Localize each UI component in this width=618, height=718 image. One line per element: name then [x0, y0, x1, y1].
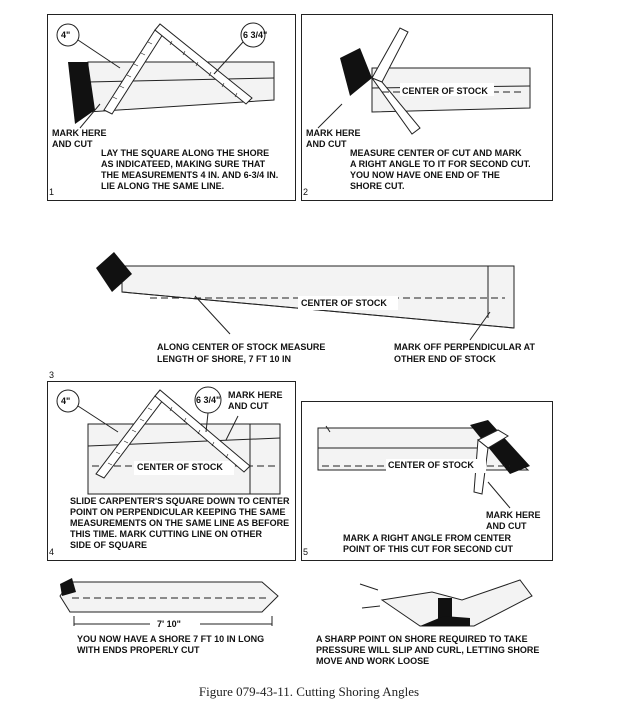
- finished-shore-end: [60, 578, 76, 596]
- panel-4-number: 4: [49, 547, 55, 557]
- panel-3-center-label: CENTER OF STOCK: [301, 298, 387, 308]
- panel-1-callout-4in-label: 4": [61, 30, 71, 40]
- finished-shore-art: [59, 578, 279, 626]
- panel-1-art: [56, 22, 275, 129]
- panel-3-measure-note-1: ALONG CENTER OF STOCK MEASURE: [157, 342, 326, 352]
- panel-2-instruction-2: A RIGHT ANGLE TO IT FOR SECOND CUT.: [350, 159, 531, 169]
- shore-length-dimension: 7' 10": [157, 619, 181, 629]
- panel-5-center-label: CENTER OF STOCK: [388, 460, 474, 470]
- panel-3-perp-note-1: MARK OFF PERPENDICULAR AT: [394, 342, 535, 352]
- panel-1-instruction-4: LIE ALONG THE SAME LINE.: [101, 181, 225, 191]
- panel-3-cut-end: [96, 252, 132, 292]
- panel-3-art: [96, 252, 515, 341]
- panel-1-instruction-2: AS INDICATEED, MAKING SURE THAT: [101, 159, 266, 169]
- panel-2-mark-label-1: MARK HERE: [306, 128, 361, 138]
- panel-3-measure-note-2: LENGTH OF SHORE, 7 FT 10 IN: [157, 354, 292, 364]
- panel-2-art: [317, 27, 531, 135]
- panel-5-number: 5: [303, 547, 309, 557]
- slipping-shore-note-2: PRESSURE WILL SLIP AND CURL, LETTING SHO…: [316, 645, 540, 655]
- panel-2-instruction-4: SHORE CUT.: [350, 181, 405, 191]
- panel-4-instruction-3: MEASUREMENTS ON THE SAME LINE AS BEFORE: [70, 518, 290, 528]
- slipping-shore-note-1: A SHARP POINT ON SHORE REQUIRED TO TAKE: [316, 634, 528, 644]
- panel-2-cut-end: [340, 48, 372, 96]
- panel-5-instruction-1: MARK A RIGHT ANGLE FROM CENTER: [343, 533, 511, 543]
- panel-5-instruction-2: POINT OF THIS CUT FOR SECOND CUT: [343, 544, 513, 554]
- panel-2-instruction-1: MEASURE CENTER OF CUT AND MARK: [350, 148, 522, 158]
- slipping-shore-note-3: MOVE AND WORK LOOSE: [316, 656, 430, 666]
- panel-5-mark-label-1: MARK HERE: [486, 510, 541, 520]
- panel-5-cut-end: [470, 420, 530, 474]
- panel-1-instruction-1: LAY THE SQUARE ALONG THE SHORE: [101, 148, 270, 158]
- panel-3-perp-note-2: OTHER END OF STOCK: [394, 354, 496, 364]
- panel-1-number: 1: [49, 187, 55, 197]
- panel-1-mark-label-2: AND CUT: [52, 139, 93, 149]
- panel-4-mark-label-1: MARK HERE: [228, 390, 283, 400]
- panel-4-instruction-5: SIDE OF SQUARE: [70, 540, 148, 550]
- panel-1-callout-6-3-4in: [240, 22, 266, 48]
- slipping-shore-art: [359, 579, 533, 627]
- panel-2-number: 2: [303, 187, 309, 197]
- finished-shore-note-1: YOU NOW HAVE A SHORE 7 FT 10 IN LONG: [77, 634, 265, 644]
- panel-1-cut-end: [68, 62, 95, 124]
- panel-4-mark-label-2: AND CUT: [228, 401, 269, 411]
- panel-3-number: 3: [49, 370, 55, 380]
- panel-4-instruction-2: POINT ON PERPENDICULAR KEEPING THE SAME: [70, 507, 286, 517]
- panel-2-instruction-3: YOU NOW HAVE ONE END OF THE: [350, 170, 500, 180]
- panel-1-mark-label-1: MARK HERE: [52, 128, 107, 138]
- panel-1-callout-6-3-4in-label: 6 3/4": [243, 30, 268, 40]
- panel-1-callout-4in: [56, 23, 80, 47]
- panel-4-callout-4in: [56, 389, 80, 413]
- figure-caption: Figure 079-43-11. Cutting Shoring Angles: [198, 684, 420, 699]
- panel-4-callout-4in-label: 4": [61, 396, 71, 406]
- panel-2-mark-label-2: AND CUT: [306, 139, 347, 149]
- panel-5-mark-label-2: AND CUT: [486, 521, 527, 531]
- finished-shore-note-2: WITH ENDS PROPERLY CUT: [77, 645, 200, 655]
- panel-4-instruction-1: SLIDE CARPENTER'S SQUARE DOWN TO CENTER: [70, 496, 290, 506]
- panel-1-instruction-3: THE MEASUREMENTS 4 IN. AND 6-3/4 IN.: [101, 170, 279, 180]
- panel-4-instruction-4: THIS TIME. MARK CUTTING LINE ON OTHER: [70, 529, 262, 539]
- panel-5-art: [317, 420, 530, 509]
- panel-4-callout-6-3-4in-label: 6 3/4": [196, 395, 221, 405]
- panel-4-center-label: CENTER OF STOCK: [137, 462, 223, 472]
- panel-4-art: [56, 386, 281, 495]
- panel-2-center-label: CENTER OF STOCK: [402, 86, 488, 96]
